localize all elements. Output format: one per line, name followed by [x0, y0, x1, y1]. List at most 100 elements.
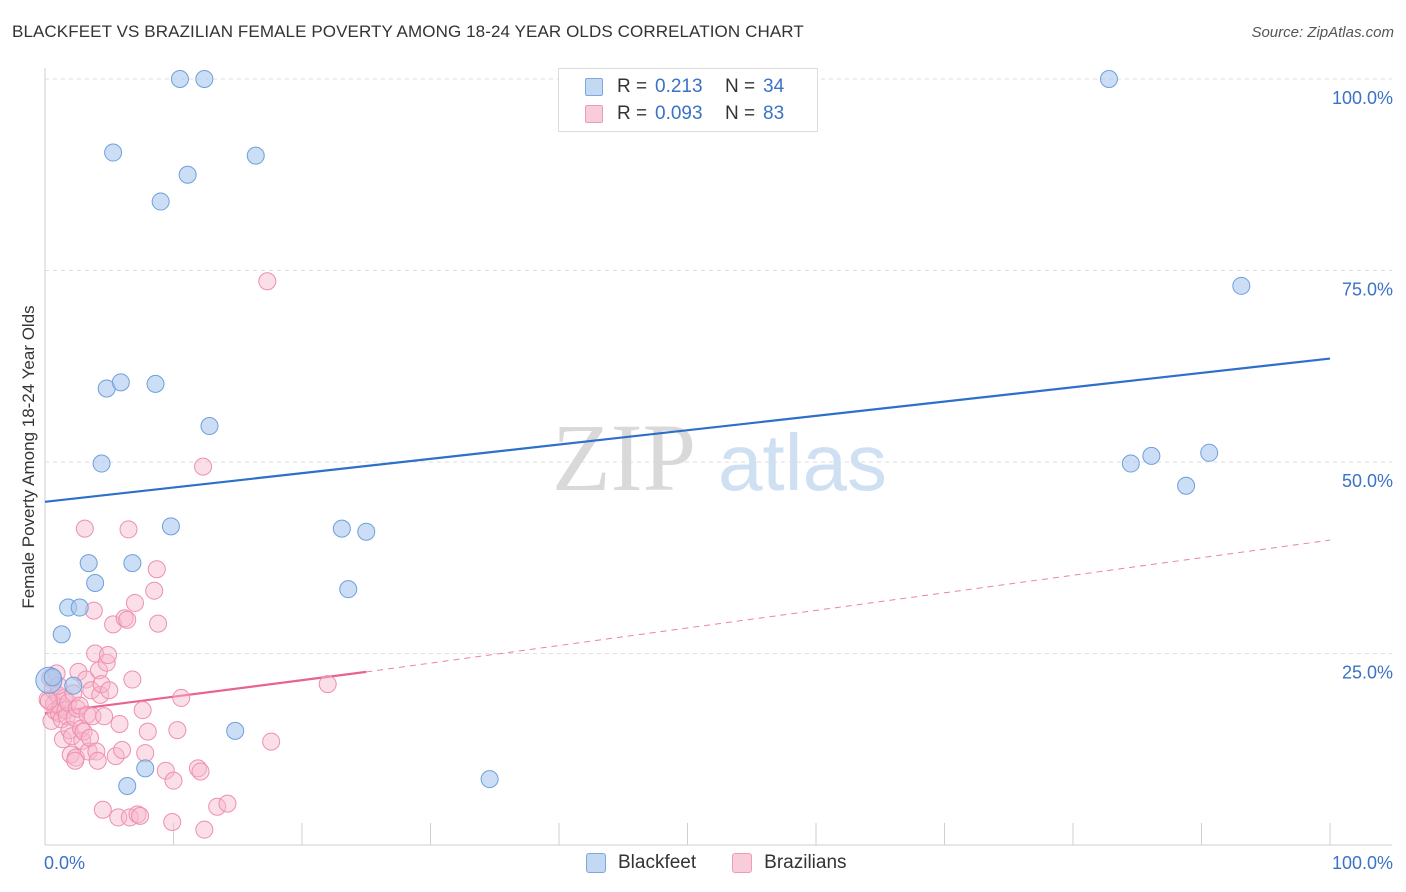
- watermark-atlas: atlas: [718, 418, 887, 507]
- chart-source: Source: ZipAtlas.com: [1251, 24, 1394, 41]
- series-legend-brazilians[interactable]: Brazilians: [732, 852, 847, 874]
- y-tick-labels: 25.0% 50.0% 75.0% 100.0%: [1332, 88, 1393, 683]
- data-point-brazilians: [59, 693, 78, 712]
- series-label-blackfeet: Blackfeet: [618, 852, 697, 873]
- data-point-blackfeet: [92, 454, 111, 473]
- data-point-brazilians: [118, 610, 137, 629]
- series-legend-blackfeet[interactable]: Blackfeet: [586, 852, 696, 874]
- data-point-brazilians: [258, 272, 277, 291]
- data-point-brazilians: [104, 615, 123, 634]
- data-point-brazilians: [70, 696, 89, 715]
- legend-n-label: N =: [725, 76, 756, 97]
- data-point-blackfeet: [226, 721, 245, 740]
- legend-r-label: R =: [617, 103, 648, 124]
- data-point-brazilians: [123, 670, 142, 689]
- data-point-brazilians: [66, 751, 85, 770]
- data-point-brazilians: [138, 722, 157, 741]
- data-point-brazilians: [318, 675, 337, 694]
- data-point-brazilians: [100, 681, 119, 700]
- legend-r-value: 0.093: [655, 103, 703, 124]
- legend-n-value: 83: [763, 103, 785, 124]
- data-point-brazilians: [97, 653, 116, 672]
- data-point-blackfeet: [123, 554, 142, 573]
- data-point-brazilians: [39, 691, 58, 710]
- data-point-blackfeet: [86, 574, 105, 593]
- watermark: ZIP atlas: [552, 404, 887, 511]
- x-tick-label: 0.0%: [44, 853, 85, 873]
- data-point-brazilians: [113, 741, 132, 760]
- data-point-blackfeet: [79, 554, 98, 573]
- data-point-blackfeet: [1232, 276, 1251, 295]
- legend-r-label: R =: [617, 76, 648, 97]
- data-point-blackfeet: [1177, 476, 1196, 495]
- data-point-brazilians: [172, 688, 191, 707]
- legend-n-value: 34: [763, 76, 785, 97]
- data-point-brazilians: [82, 681, 101, 700]
- y-axis-label: Female Poverty Among 18-24 Year Olds: [19, 305, 38, 608]
- series-label-brazilians: Brazilians: [764, 852, 847, 873]
- data-point-blackfeet: [136, 759, 155, 778]
- data-point-blackfeet: [200, 416, 219, 435]
- data-point-brazilians: [110, 714, 129, 733]
- series-legend: Blackfeet Brazilians: [586, 852, 883, 874]
- data-point-brazilians: [218, 794, 237, 813]
- trend-line-brazilians: [44, 670, 367, 715]
- legend-n-label: N =: [725, 103, 756, 124]
- series-swatch-brazilians: [732, 853, 753, 873]
- trend-line-blackfeet: [44, 357, 1331, 503]
- legend-row-blackfeet: R = 0.213 N = 34: [585, 75, 784, 99]
- data-point-blackfeet: [1200, 443, 1219, 462]
- trend-lines: [44, 357, 1331, 715]
- data-point-blackfeet: [170, 70, 189, 88]
- data-point-brazilians: [87, 742, 106, 761]
- data-point-brazilians: [195, 820, 214, 839]
- data-point-brazilians: [133, 701, 152, 720]
- data-point-blackfeet: [43, 668, 62, 687]
- data-point-brazilians: [125, 593, 144, 612]
- data-point-brazilians: [98, 646, 117, 665]
- data-point-brazilians: [163, 813, 182, 832]
- data-point-brazilians: [149, 614, 168, 633]
- data-point-brazilians: [57, 707, 76, 726]
- data-point-blackfeet: [332, 519, 351, 538]
- y-tick-label: 25.0%: [1342, 663, 1393, 683]
- data-point-blackfeet: [339, 580, 358, 599]
- data-point-blackfeet: [1142, 446, 1161, 465]
- points-brazilians: [38, 272, 337, 839]
- data-point-blackfeet: [480, 770, 499, 789]
- data-point-blackfeet: [52, 625, 71, 644]
- data-point-brazilians: [168, 721, 187, 740]
- data-point-blackfeet: [246, 146, 265, 165]
- legend-swatch-brazilians: [585, 105, 603, 123]
- data-point-brazilians: [208, 797, 227, 816]
- data-point-blackfeet: [161, 517, 180, 536]
- data-point-brazilians: [62, 727, 81, 746]
- x-tick-label: 100.0%: [1332, 853, 1393, 873]
- legend-row-brazilians: R = 0.093 N = 83: [585, 102, 784, 126]
- data-point-brazilians: [164, 771, 183, 790]
- y-tick-label: 50.0%: [1342, 471, 1393, 491]
- data-point-brazilians: [136, 744, 155, 763]
- data-point-brazilians: [131, 806, 150, 825]
- gridlines: [45, 78, 1392, 654]
- y-tick-label: 100.0%: [1332, 88, 1393, 108]
- data-point-blackfeet: [1099, 70, 1118, 88]
- data-point-brazilians: [79, 742, 98, 761]
- data-point-brazilians: [147, 560, 166, 579]
- data-point-brazilians: [188, 759, 207, 778]
- data-point-brazilians: [95, 707, 114, 726]
- watermark-zip: ZIP: [552, 404, 696, 511]
- trend-line-brazilians-extension: [366, 539, 1331, 673]
- y-tick-label: 75.0%: [1342, 280, 1393, 300]
- data-point-blackfeet: [195, 70, 214, 88]
- chart-title: BLACKFEET VS BRAZILIAN FEMALE POVERTY AM…: [12, 22, 804, 41]
- data-point-brazilians: [75, 519, 94, 538]
- data-point-blackfeet: [151, 192, 170, 211]
- axes: [44, 68, 1392, 846]
- data-point-brazilians: [88, 751, 107, 770]
- data-point-brazilians: [68, 699, 87, 718]
- data-point-brazilians: [89, 661, 108, 680]
- points-blackfeet: [35, 70, 1251, 796]
- data-point-blackfeet: [146, 374, 165, 393]
